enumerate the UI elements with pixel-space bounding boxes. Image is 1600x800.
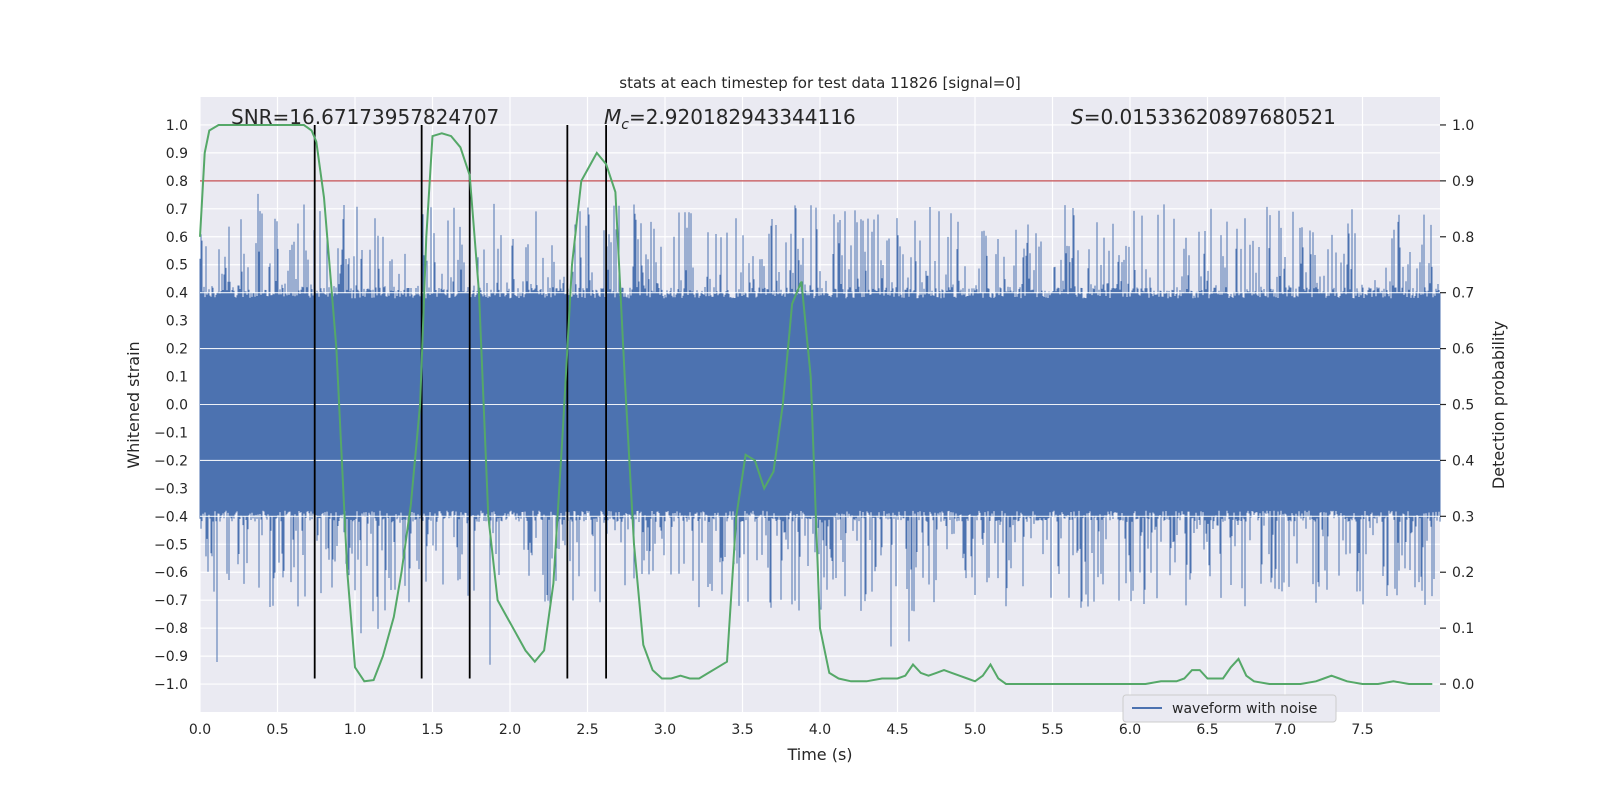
chirp-mass-annotation: Mc=2.920182943344116 bbox=[604, 105, 856, 133]
y-tick-label-4: −0.6 bbox=[154, 565, 188, 581]
y-tick-label-12: 0.2 bbox=[166, 342, 188, 358]
y-tick-label-18: 0.8 bbox=[166, 174, 188, 190]
y2-tick-label-9: 0.9 bbox=[1452, 174, 1474, 190]
y2-tick-label-5: 0.5 bbox=[1452, 398, 1474, 414]
x-tick-label-2: 1.0 bbox=[344, 722, 366, 738]
detection-probability-line bbox=[199, 124, 1433, 685]
y-tick-label-19: 0.9 bbox=[166, 146, 188, 162]
y-tick-label-5: −0.5 bbox=[154, 537, 188, 553]
x-tick-label-11: 5.5 bbox=[1041, 722, 1063, 738]
y-tick-label-1: −0.9 bbox=[154, 649, 188, 665]
y2-tick-label-8: 0.8 bbox=[1452, 230, 1474, 246]
chirp-mass-value: =2.920182943344116 bbox=[629, 105, 856, 129]
y-tick-label-13: 0.3 bbox=[166, 314, 188, 330]
x-tick-label-15: 7.5 bbox=[1351, 722, 1373, 738]
y2-tick-label-10: 1.0 bbox=[1452, 118, 1474, 134]
legend-label: waveform with noise bbox=[1172, 701, 1317, 717]
y-axis-ticks: −1.0 −0.9 −0.8 −0.7 −0.6 −0.5 −0.4 −0.3 −0.2 −0.1… bbox=[154, 118, 188, 693]
x-tick-label-14: 7.0 bbox=[1274, 722, 1296, 738]
y2-tick-label-3: 0.3 bbox=[1452, 509, 1474, 525]
x-tick-label-8: 4.0 bbox=[809, 722, 831, 738]
y-tick-label-14: 0.4 bbox=[166, 286, 188, 302]
chirp-mass-subscript: c bbox=[621, 117, 629, 133]
legend-box bbox=[1122, 694, 1337, 723]
snr-annotation: SNR=16.67173957824707 bbox=[231, 105, 499, 129]
y2-axis-label: Detection probability bbox=[1489, 321, 1508, 489]
y2-axis-ticks: 0.0 0.1 0.2 0.3 0.4 0.5 0.6 0.7 0.8 0.9 1.0 bbox=[1440, 118, 1474, 693]
y2-tick-label-1: 0.1 bbox=[1452, 621, 1474, 637]
y-tick-label-6: −0.4 bbox=[154, 509, 188, 525]
x-tick-label-10: 5.0 bbox=[964, 722, 986, 738]
y2-tick-label-6: 0.6 bbox=[1452, 342, 1474, 358]
y-tick-label-17: 0.7 bbox=[166, 202, 188, 218]
chirp-mass-symbol: M bbox=[604, 105, 621, 129]
y-tick-label-15: 0.5 bbox=[166, 258, 188, 274]
legend: waveform with noise bbox=[1122, 694, 1337, 723]
x-tick-label-5: 2.5 bbox=[576, 722, 598, 738]
y-tick-label-0: −1.0 bbox=[154, 677, 188, 693]
chart-title: stats at each timestep for test data 118… bbox=[619, 74, 1020, 92]
x-tick-label-3: 1.5 bbox=[421, 722, 443, 738]
y-tick-label-8: −0.2 bbox=[154, 453, 188, 469]
y-tick-label-3: −0.7 bbox=[154, 593, 188, 609]
y-axis-label: Whitened strain bbox=[124, 341, 143, 468]
y-tick-label-16: 0.6 bbox=[166, 230, 188, 246]
y-tick-label-9: −0.1 bbox=[154, 425, 188, 441]
s-value: =0.01533620897680521 bbox=[1084, 105, 1336, 129]
y-tick-label-7: −0.3 bbox=[154, 481, 188, 497]
x-tick-label-1: 0.5 bbox=[266, 722, 288, 738]
x-tick-label-7: 3.5 bbox=[731, 722, 753, 738]
y-tick-label-2: −0.8 bbox=[154, 621, 188, 637]
x-axis-ticks: 0.0 0.5 1.0 1.5 2.0 2.5 3.0 3.5 4.0 4.5 5.0 5.5 6.0 6… bbox=[189, 722, 1374, 738]
x-tick-label-0: 0.0 bbox=[189, 722, 211, 738]
s-annotation: S=0.01533620897680521 bbox=[1071, 105, 1336, 129]
x-tick-label-13: 6.5 bbox=[1196, 722, 1218, 738]
y2-tick-label-7: 0.7 bbox=[1452, 286, 1474, 302]
vertical-markers bbox=[313, 124, 607, 679]
x-tick-label-12: 6.0 bbox=[1119, 722, 1141, 738]
x-axis-label: Time (s) bbox=[786, 745, 852, 764]
y2-tick-label-0: 0.0 bbox=[1452, 677, 1474, 693]
x-tick-label-6: 3.0 bbox=[654, 722, 676, 738]
y-tick-label-10: 0.0 bbox=[166, 398, 188, 414]
waveform-with-noise bbox=[199, 193, 1441, 665]
x-tick-label-9: 4.5 bbox=[886, 722, 908, 738]
y-tick-label-11: 0.1 bbox=[166, 370, 188, 386]
x-tick-label-4: 2.0 bbox=[499, 722, 521, 738]
y2-tick-label-4: 0.4 bbox=[1452, 453, 1474, 469]
y2-tick-label-2: 0.2 bbox=[1452, 565, 1474, 581]
s-symbol: S bbox=[1071, 105, 1084, 129]
y-tick-label-20: 1.0 bbox=[166, 118, 188, 134]
